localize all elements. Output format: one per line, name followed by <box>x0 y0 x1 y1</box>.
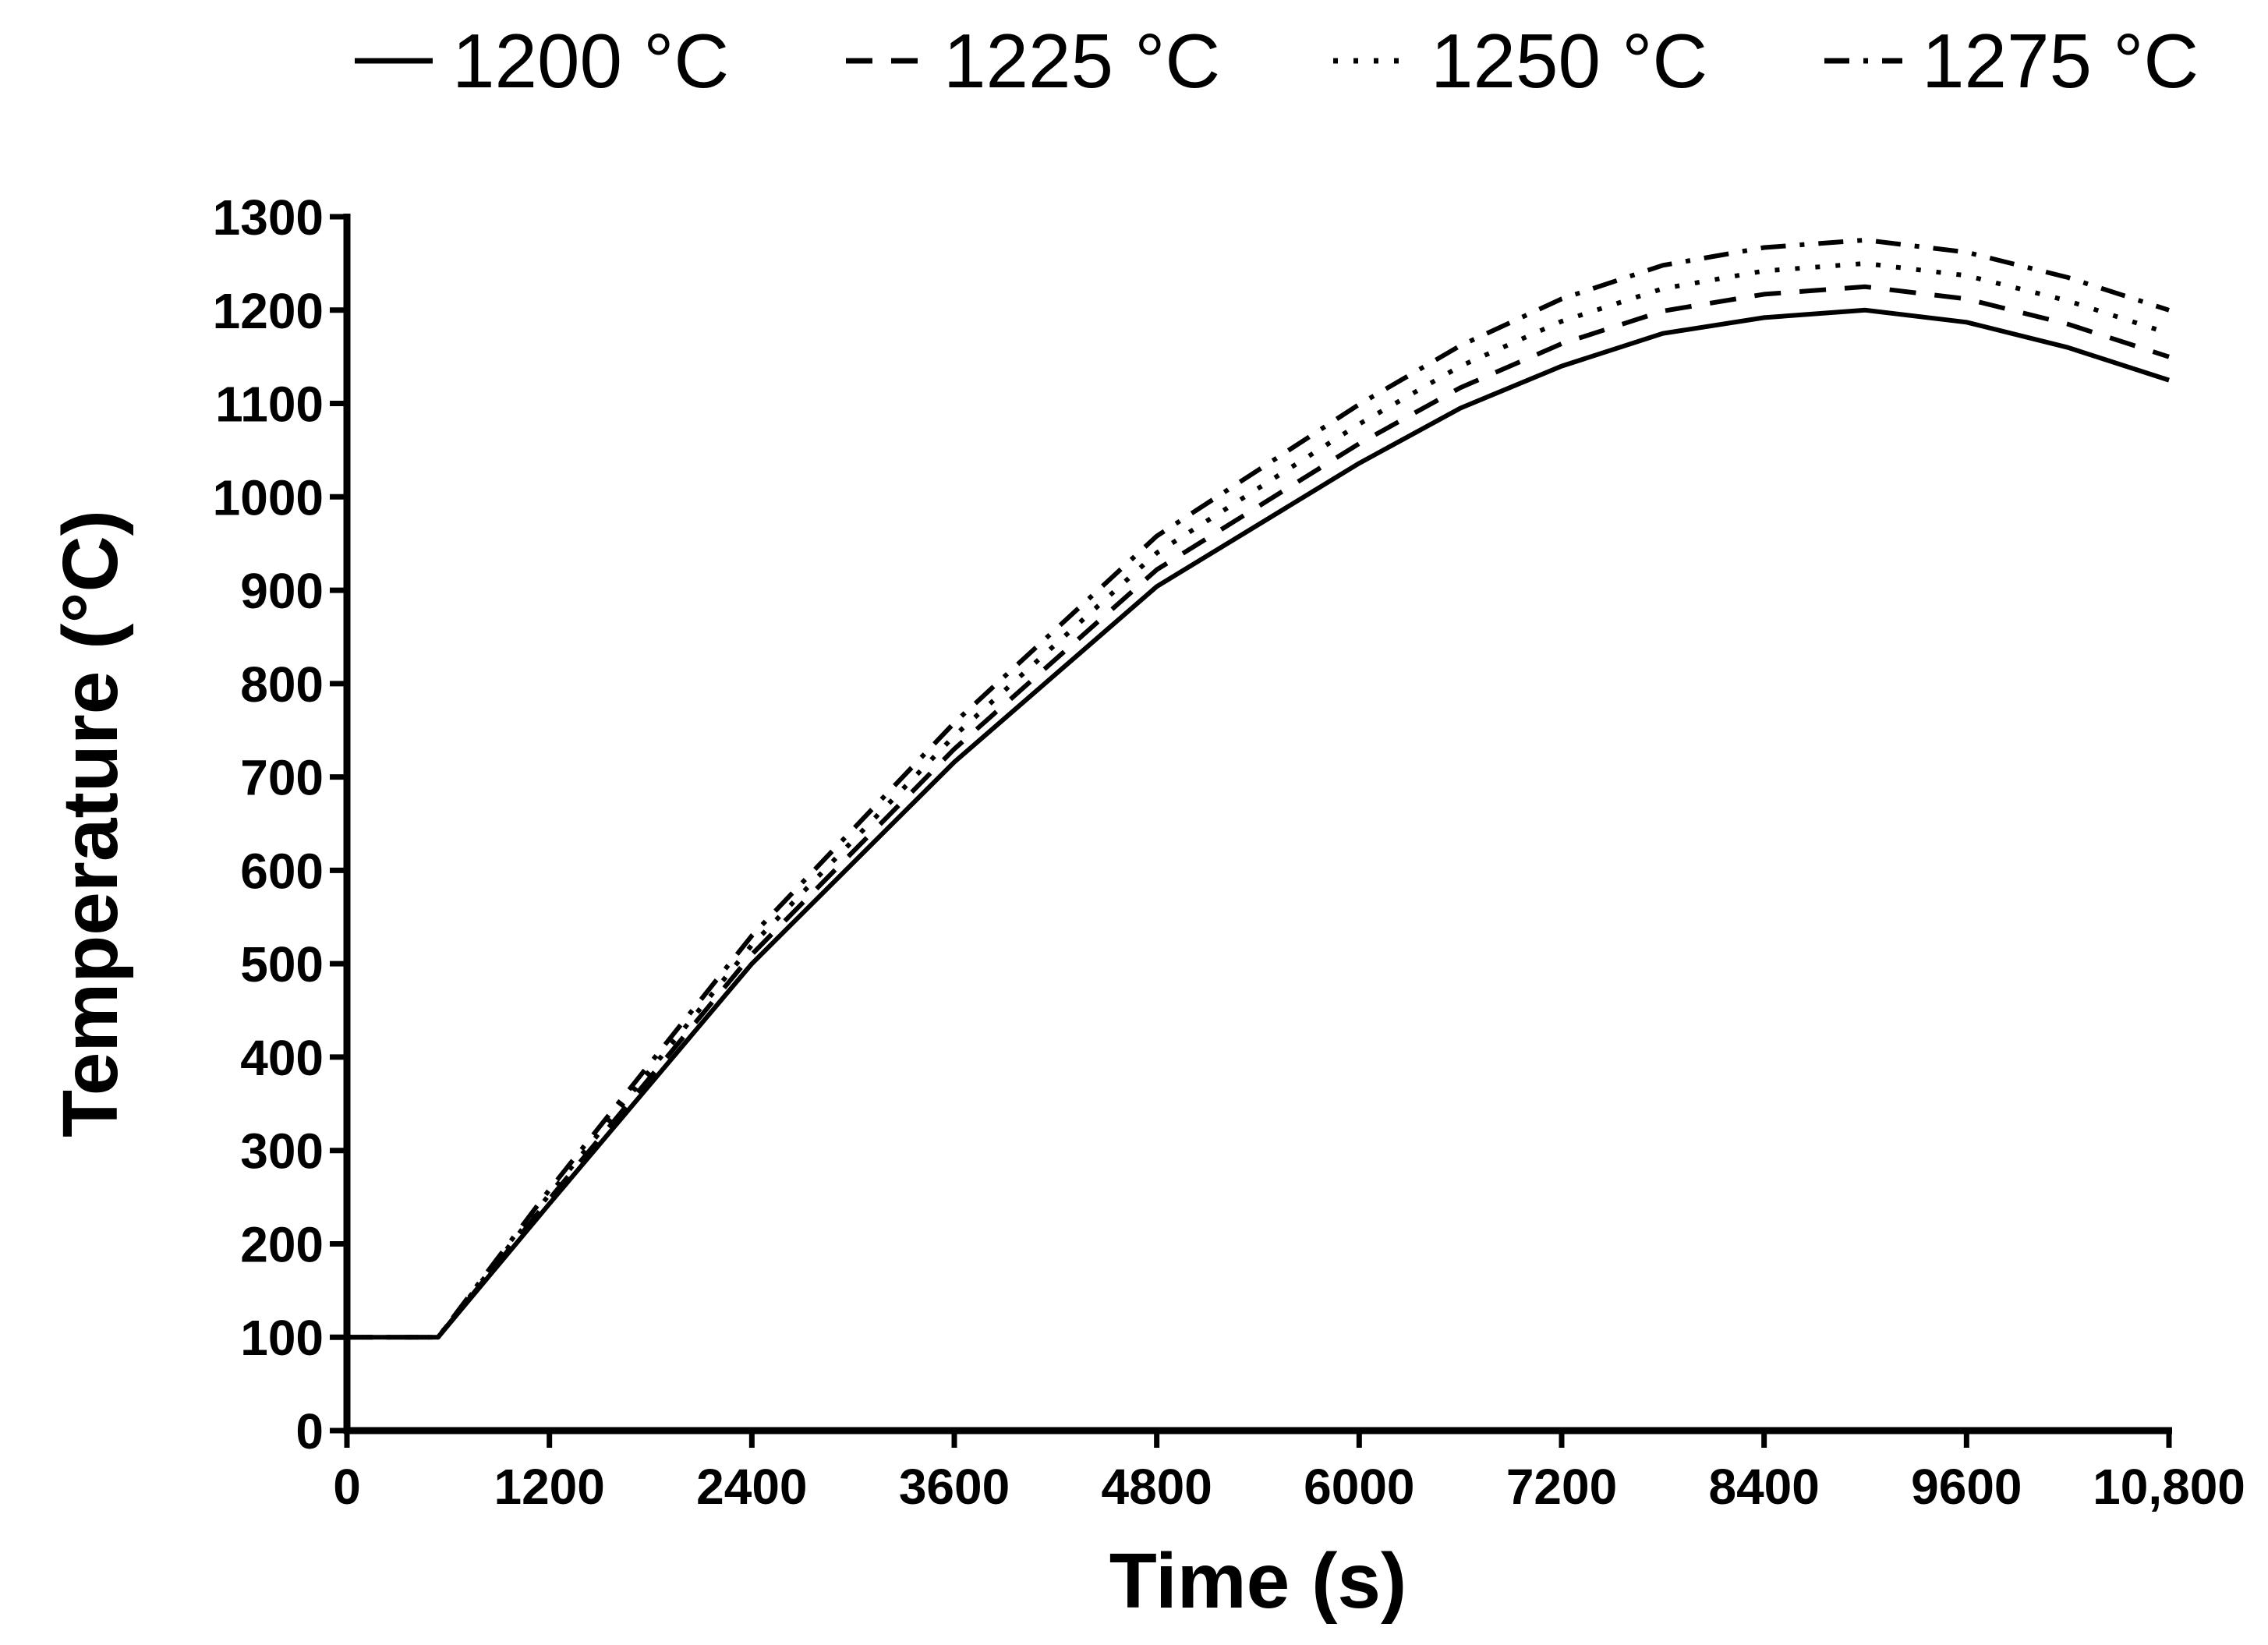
y-axis-ticks: 0 100 200 300 400 500 600 700 800 900 1000 1100 1200… <box>213 189 347 1459</box>
series-line-2 <box>347 284 2170 1340</box>
x-tick-label: 9600 <box>1911 1459 2022 1515</box>
legend: 1200 °C 1225 °C 1250 °C 1275 °C <box>355 18 2199 104</box>
y-tick-label: 900 <box>240 563 324 619</box>
y-tick-label: 800 <box>240 656 324 713</box>
y-tick-label: 1300 <box>213 189 324 246</box>
y-tick-label: 1000 <box>213 469 324 525</box>
y-tick-label: 100 <box>240 1310 324 1366</box>
y-tick-label: 400 <box>240 1030 324 1086</box>
x-tick-label: 3600 <box>899 1459 1010 1515</box>
y-tick-label: 0 <box>295 1403 324 1459</box>
y-tick-label: 200 <box>240 1216 324 1272</box>
y-tick-label: 500 <box>240 936 324 992</box>
legend-label-2: 1225 °C <box>943 18 1220 104</box>
x-tick-label: 10,800 <box>2093 1459 2245 1515</box>
x-tick-label: 2400 <box>696 1459 807 1515</box>
series-line-4 <box>347 237 2170 1340</box>
x-tick-label: 7200 <box>1506 1459 1617 1515</box>
legend-label-4: 1275 °C <box>1922 18 2199 104</box>
y-tick-label: 1100 <box>215 377 324 433</box>
x-tick-label: 1200 <box>494 1459 604 1515</box>
y-tick-label: 1200 <box>213 283 324 339</box>
series-line-1 <box>347 307 2170 1340</box>
y-axis-title: Temperature (°C) <box>47 510 134 1137</box>
x-axis-title: Time (s) <box>1109 1537 1407 1625</box>
x-tick-label: 6000 <box>1304 1459 1414 1515</box>
legend-label-3: 1250 °C <box>1431 18 1707 104</box>
legend-label-1: 1200 °C <box>452 18 729 104</box>
y-tick-label: 700 <box>240 750 324 806</box>
y-tick-label: 300 <box>240 1123 324 1180</box>
series-line-3 <box>347 260 2170 1340</box>
x-tick-label: 8400 <box>1708 1459 1819 1515</box>
x-axis-ticks: 0 1200 2400 3600 4800 6000 7200 8400 9600 10,800 <box>333 1431 2245 1515</box>
y-tick-label: 600 <box>240 843 324 899</box>
x-tick-label: 0 <box>333 1459 361 1515</box>
series-layer <box>347 237 2170 1340</box>
axes: 0 1200 2400 3600 4800 6000 7200 8400 9600 10,800 … <box>213 189 2245 1515</box>
x-tick-label: 4800 <box>1101 1459 1212 1515</box>
